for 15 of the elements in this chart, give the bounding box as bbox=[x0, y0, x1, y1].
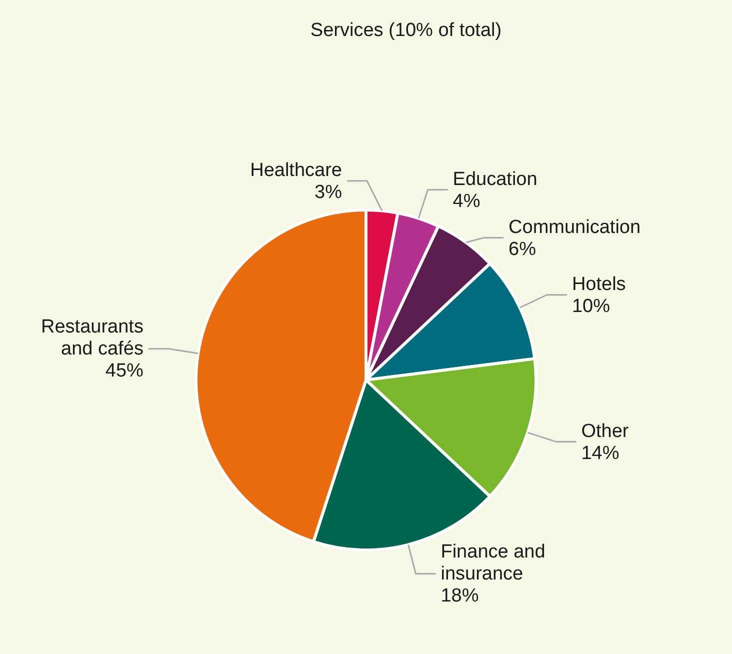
data-label: 10% bbox=[572, 296, 610, 317]
data-label: 45% bbox=[105, 360, 144, 382]
slice-label: Communication bbox=[508, 216, 641, 238]
slice-label: Finance and insurance bbox=[440, 542, 546, 585]
slice-label: Healthcare bbox=[250, 160, 342, 181]
chart-title: Services (10% of total) bbox=[310, 20, 502, 41]
data-label: 18% bbox=[440, 586, 479, 607]
slice-label: Restaurants and cafés bbox=[41, 316, 144, 360]
slice-label: Hotels bbox=[572, 274, 626, 295]
data-label: 3% bbox=[314, 182, 342, 203]
data-label: 14% bbox=[581, 442, 620, 464]
slice-label: Education bbox=[452, 168, 538, 190]
slice-label: Other bbox=[581, 420, 630, 442]
data-label: 6% bbox=[508, 238, 536, 260]
data-label: 4% bbox=[452, 190, 480, 212]
